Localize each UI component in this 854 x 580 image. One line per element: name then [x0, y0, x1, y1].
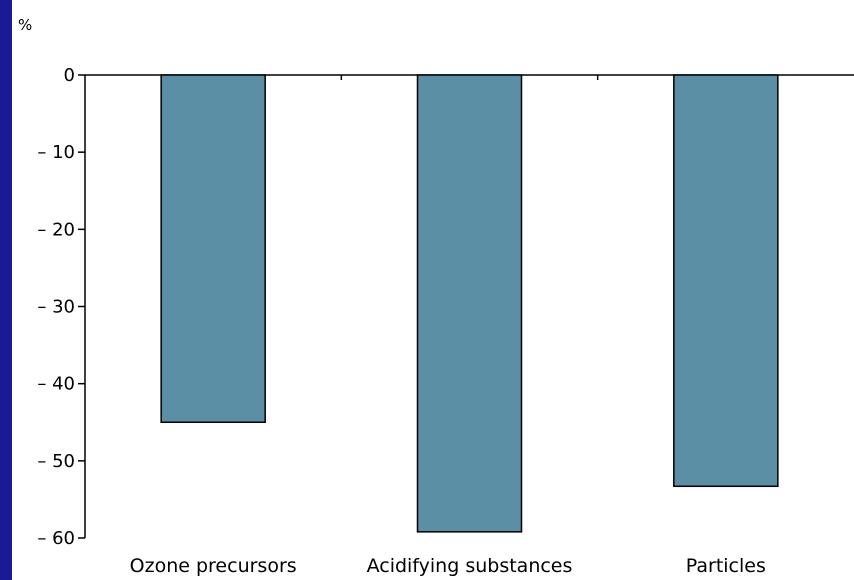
y-tick-label: – 20: [37, 219, 75, 240]
x-category-label: Acidifying substances: [367, 555, 573, 577]
y-tick-label: – 50: [37, 451, 75, 472]
chart-bars: [160, 74, 779, 533]
bar-acidifying-substances: [416, 74, 523, 533]
window-frame-left: [0, 0, 12, 580]
y-tick-label: – 10: [37, 142, 75, 163]
y-tick-label: – 40: [37, 374, 75, 395]
x-category-label: Ozone precursors: [130, 555, 297, 577]
bar-particles: [673, 74, 779, 488]
y-axis-unit-label: %: [18, 16, 32, 34]
bar-ozone-precursors: [160, 74, 266, 423]
y-tick-label: – 30: [37, 297, 75, 318]
y-tick-label: – 60: [37, 528, 75, 549]
x-axis-labels: Ozone precursors Acidifying substances Par…: [130, 555, 766, 577]
x-category-label: Particles: [686, 555, 766, 577]
y-tick-label: 0: [64, 65, 75, 86]
y-axis-ticks: 0 – 10 – 20 – 30 – 40 – 50 – 60: [37, 65, 85, 549]
